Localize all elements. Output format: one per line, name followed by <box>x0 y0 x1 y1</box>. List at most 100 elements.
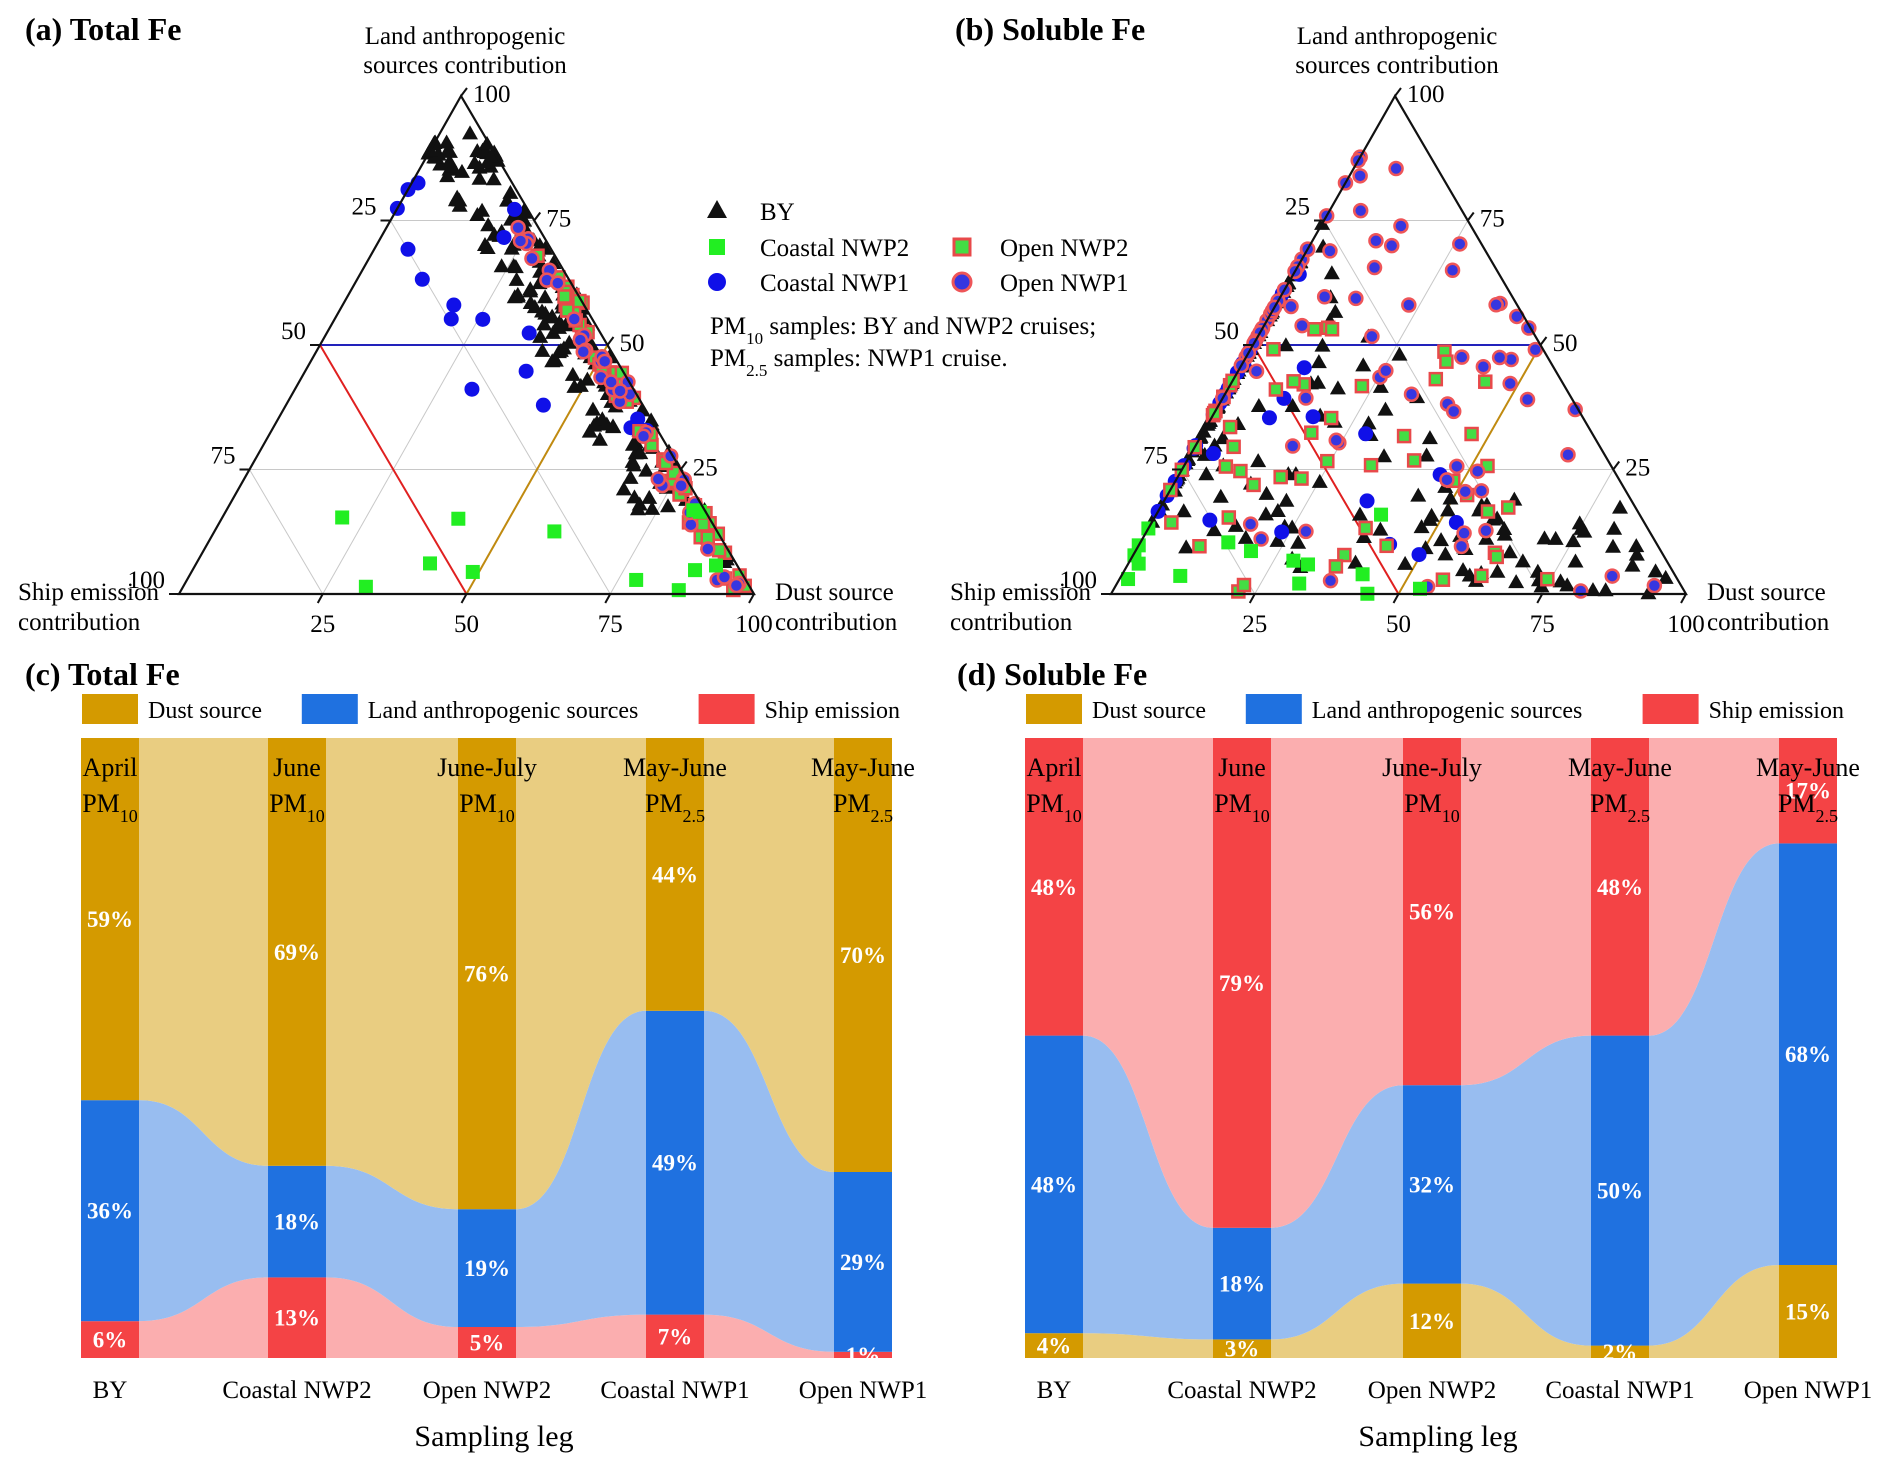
x-tick-labels: BY Coastal NWP2 Open NWP2 Coastal NWP1 Open … <box>1037 1377 1873 1404</box>
bottom-tick-label: 25 <box>310 611 335 638</box>
legend-item: Ship emission <box>1642 694 1844 724</box>
blue-circle-marker-icon <box>708 273 726 291</box>
bar-segment <box>1025 738 1083 1036</box>
open-nwp2-point <box>1540 571 1555 587</box>
ternary-total-fe: (a) Total Fe Land anthropogenic sources … <box>18 11 898 638</box>
open-nwp2-point <box>1439 354 1454 369</box>
data-label: 5% <box>470 1331 505 1356</box>
by-point <box>1647 563 1664 578</box>
flow-band <box>139 1277 268 1358</box>
legend-label: Land anthropogenic sources <box>368 698 639 724</box>
open-nwp2-point <box>1379 538 1394 554</box>
open-nwp2-point <box>1363 457 1379 473</box>
bottom-tick-label: 75 <box>598 611 623 638</box>
stacked-bar-soluble-fe: (d) Soluble Fe Dust source Land anthropog… <box>957 656 1872 1453</box>
by-point <box>493 258 510 273</box>
legend-label: Coastal NWP1 <box>760 270 909 297</box>
right-tick-label: 50 <box>620 330 645 357</box>
by-point <box>1489 510 1506 525</box>
by-point <box>1418 447 1435 462</box>
tick-mark <box>1612 460 1621 471</box>
tick-mark <box>460 87 468 97</box>
legend-swatch <box>301 694 358 724</box>
open-nwp2-point <box>1164 515 1179 530</box>
bar-segment <box>1591 738 1649 1036</box>
flow-band <box>326 1165 458 1327</box>
ternary-points <box>335 125 752 598</box>
open-nwp1-point <box>512 233 529 249</box>
by-point <box>629 501 646 516</box>
x-axis-label: Sampling leg <box>414 1420 573 1453</box>
open-nwp1-point <box>1560 446 1576 463</box>
open-nwp1-point <box>550 275 566 291</box>
by-point <box>479 154 496 169</box>
open-nwp1-point <box>1452 236 1468 252</box>
open-nwp2-point <box>1294 471 1309 486</box>
data-label: 7% <box>658 1324 693 1349</box>
open-nwp1-point <box>1298 523 1314 540</box>
open-nwp1-point <box>1388 160 1404 177</box>
by-point <box>1437 546 1454 561</box>
by-point <box>534 342 551 357</box>
open-nwp2-point <box>1320 453 1335 469</box>
coastal-nwp1-point <box>1261 410 1277 426</box>
data-label: 36% <box>87 1199 133 1224</box>
tick-mark <box>1680 593 1687 604</box>
by-point <box>641 489 658 504</box>
open-nwp1-point <box>716 569 733 585</box>
bar-segment <box>1591 1035 1649 1346</box>
ternary-points <box>1121 149 1674 601</box>
by-point <box>522 283 539 298</box>
by-point <box>1461 567 1478 582</box>
open-nwp1-point <box>1604 568 1620 584</box>
open-nwp2-point <box>1478 374 1493 389</box>
coastal-nwp1-point <box>443 311 459 327</box>
x-tick-label: BY <box>1037 1377 1072 1404</box>
left-tick-label: 75 <box>1143 443 1168 470</box>
ternary-frame <box>1101 87 1688 604</box>
by-point <box>591 431 608 446</box>
open-nwp1-point <box>1488 297 1504 313</box>
flow-band <box>516 738 646 1210</box>
coastal-nwp2-point <box>1286 553 1301 568</box>
by-point <box>1559 577 1576 592</box>
by-point <box>1206 522 1223 537</box>
green-square-marker-icon <box>709 239 725 255</box>
outlined-square-marker-icon <box>952 237 972 257</box>
bar-legend: Dust source Land anthropogenic sources Shi… <box>82 694 900 724</box>
tick-mark <box>1248 593 1256 604</box>
by-point <box>1351 506 1368 521</box>
open-nwp2-point <box>1226 439 1241 455</box>
by-point <box>638 462 655 477</box>
coastal-nwp2-point <box>451 511 466 526</box>
bar-segment <box>268 1165 326 1278</box>
by-point <box>1284 397 1301 412</box>
period-pm-label: PM10 <box>1026 789 1082 826</box>
legend-label: Dust source <box>1092 698 1206 724</box>
period-pm-label: PM10 <box>269 789 325 826</box>
coastal-nwp1-point <box>446 297 462 313</box>
legend-label: Open NWP1 <box>1000 270 1128 297</box>
bar-segment <box>646 1314 704 1358</box>
right-tick-label: 75 <box>546 206 571 233</box>
stacked-bar-total-fe: (c) Total Fe Dust source Land anthropogen… <box>25 656 927 1453</box>
period-label: June-July <box>1382 753 1482 782</box>
coastal-nwp2-point <box>335 510 350 525</box>
open-nwp1-point <box>1393 218 1409 234</box>
flow-band <box>1083 1035 1213 1340</box>
data-label: 6% <box>93 1328 128 1353</box>
data-label: 13% <box>274 1306 320 1331</box>
panel-b-title: (b) Soluble Fe <box>955 11 1145 47</box>
coastal-nwp2-point <box>1292 576 1307 591</box>
open-nwp1-point <box>1439 472 1455 488</box>
by-point <box>1640 585 1657 600</box>
open-nwp1-point <box>1519 391 1536 408</box>
open-nwp1-point <box>1298 390 1314 406</box>
open-nwp1-point <box>575 344 592 360</box>
coastal-nwp2-point <box>1243 544 1258 559</box>
by-point <box>1360 415 1377 430</box>
open-nwp1-point <box>1348 290 1364 307</box>
by-point <box>1657 569 1674 584</box>
pm-text: PM <box>1778 789 1816 818</box>
by-point <box>1212 488 1229 503</box>
